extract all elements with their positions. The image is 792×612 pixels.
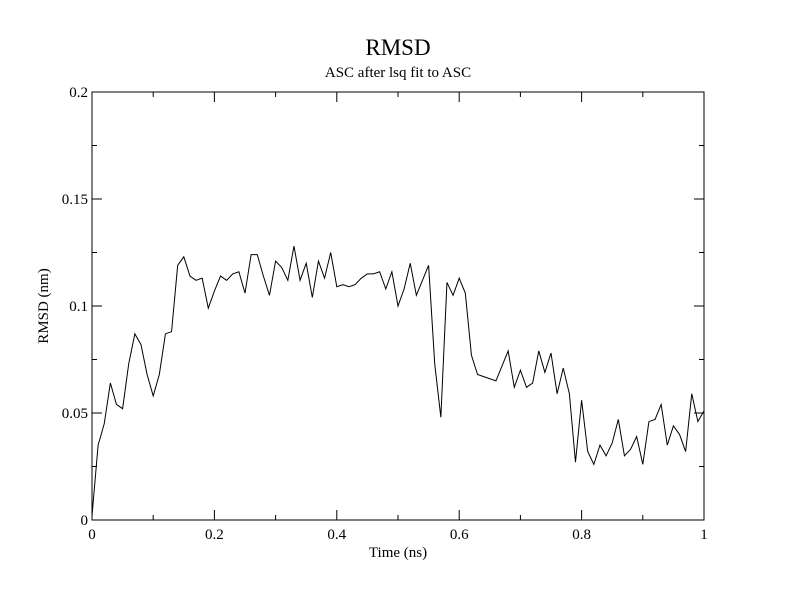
series-group: [91, 245, 705, 516]
x-axis-label: Time (ns): [369, 545, 427, 561]
x-tick-label: 0.8: [572, 527, 591, 543]
y-tick-label: 0: [81, 513, 89, 529]
axis-ticks: [91, 91, 705, 521]
chart-title: RMSD: [365, 35, 430, 60]
y-axis-label: RMSD (nm): [36, 268, 52, 343]
y-tick-label: 0.2: [69, 85, 88, 101]
y-tick-label: 0.05: [62, 406, 88, 422]
x-tick-label: 0.2: [205, 527, 224, 543]
y-tick-label: 0.1: [69, 299, 88, 315]
x-tick-label: 0.6: [450, 527, 469, 543]
x-tick-label: 0.4: [327, 527, 346, 543]
rmsd-series-line: [91, 245, 705, 516]
chart-subtitle: ASC after lsq fit to ASC: [325, 65, 471, 81]
x-tick-label: 0: [88, 527, 96, 543]
axis-tick-labels: 0 0.2 0.4 0.6 0.8 1 0 0.05 0.1 0.15 0.2: [62, 85, 708, 543]
x-tick-label: 1: [700, 527, 708, 543]
y-tick-label: 0.15: [62, 192, 88, 208]
